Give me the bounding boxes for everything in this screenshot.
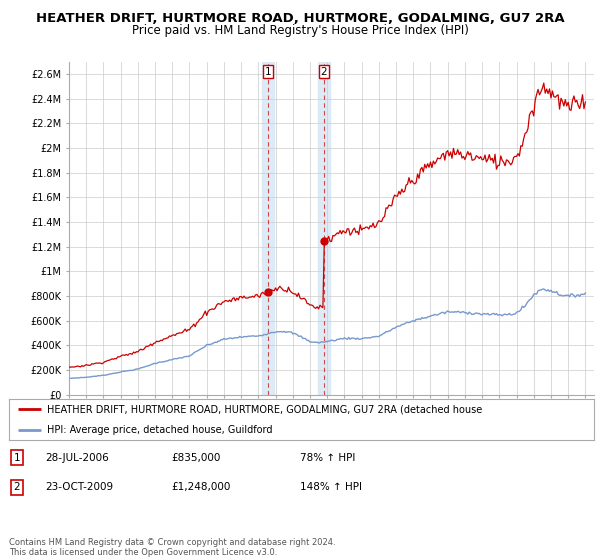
Bar: [262, 62, 274, 395]
Text: 2: 2: [320, 67, 327, 77]
Text: HEATHER DRIFT, HURTMORE ROAD, HURTMORE, GODALMING, GU7 2RA (detached house: HEATHER DRIFT, HURTMORE ROAD, HURTMORE, …: [47, 404, 482, 414]
Text: 1: 1: [265, 67, 271, 77]
Text: 148% ↑ HPI: 148% ↑ HPI: [300, 482, 362, 492]
Text: HEATHER DRIFT, HURTMORE ROAD, HURTMORE, GODALMING, GU7 2RA: HEATHER DRIFT, HURTMORE ROAD, HURTMORE, …: [35, 12, 565, 25]
Text: 28-JUL-2006: 28-JUL-2006: [45, 452, 109, 463]
Text: 1: 1: [13, 452, 20, 463]
Text: £1,248,000: £1,248,000: [171, 482, 230, 492]
Text: Contains HM Land Registry data © Crown copyright and database right 2024.
This d: Contains HM Land Registry data © Crown c…: [9, 538, 335, 557]
Text: £835,000: £835,000: [171, 452, 220, 463]
Text: 78% ↑ HPI: 78% ↑ HPI: [300, 452, 355, 463]
Bar: [318, 62, 330, 395]
Text: 2: 2: [13, 482, 20, 492]
Text: HPI: Average price, detached house, Guildford: HPI: Average price, detached house, Guil…: [47, 424, 272, 435]
Text: 23-OCT-2009: 23-OCT-2009: [45, 482, 113, 492]
Text: Price paid vs. HM Land Registry's House Price Index (HPI): Price paid vs. HM Land Registry's House …: [131, 24, 469, 36]
